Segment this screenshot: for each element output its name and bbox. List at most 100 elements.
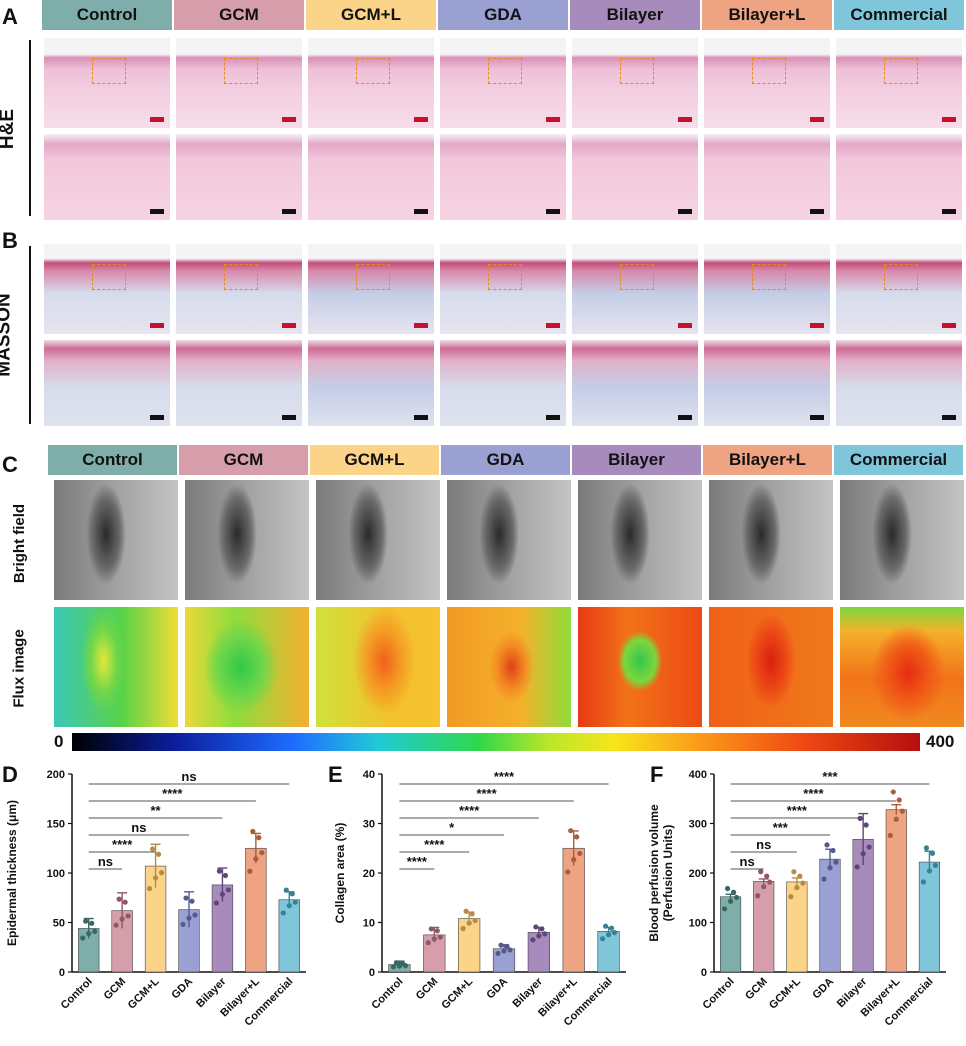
category-label: GDA xyxy=(484,976,510,1002)
y-tick-label: 30 xyxy=(363,819,375,831)
data-point xyxy=(824,842,830,848)
data-point xyxy=(431,936,437,942)
flux-image xyxy=(185,607,309,727)
he-zoomed-image xyxy=(44,134,170,220)
data-point xyxy=(425,940,431,946)
data-point xyxy=(758,869,764,875)
data-point xyxy=(192,912,198,918)
data-point xyxy=(565,869,571,875)
he-zoomed-image xyxy=(836,134,962,220)
data-point xyxy=(533,924,539,930)
bar xyxy=(918,861,941,973)
data-point xyxy=(899,808,905,814)
bright-field-image xyxy=(54,480,178,600)
data-point xyxy=(250,828,256,835)
panel-letter-d: D xyxy=(2,762,18,787)
significance-label: **** xyxy=(459,803,480,818)
data-point xyxy=(887,832,893,839)
zoom-region-box xyxy=(884,58,918,84)
bar xyxy=(819,858,841,973)
masson-zoomed-image xyxy=(44,340,170,426)
data-point xyxy=(860,851,866,857)
y-axis-label: (Perfusion Units) xyxy=(661,825,675,922)
data-point xyxy=(125,913,131,919)
flux-image xyxy=(447,607,571,727)
group-label-gcm: GCM xyxy=(174,0,306,30)
data-point xyxy=(216,868,223,874)
data-point xyxy=(89,920,95,926)
data-point xyxy=(794,885,800,891)
category-label: GDA xyxy=(810,976,836,1002)
data-point xyxy=(730,889,737,895)
data-point xyxy=(788,894,794,900)
y-tick-label: 100 xyxy=(689,918,707,930)
y-tick-label: 40 xyxy=(363,769,375,781)
scale-bar xyxy=(678,415,692,420)
category-label: GCM+L xyxy=(126,975,162,1011)
significance-label: **** xyxy=(112,837,133,852)
data-point xyxy=(504,943,510,949)
y-axis-label: Epidermal thickness (μm) xyxy=(5,800,19,946)
data-point xyxy=(727,898,734,904)
masson-zoomed-image xyxy=(176,340,302,426)
data-point xyxy=(495,950,501,957)
zoom-region-box xyxy=(488,58,522,84)
category-label: GCM xyxy=(102,976,129,1003)
data-point xyxy=(920,879,927,885)
data-point xyxy=(463,908,469,914)
chart-epidermal-thickness: 0 50 100 150 200 Epidermal thickness (μm) Cont… xyxy=(5,769,306,1029)
data-point xyxy=(605,932,612,938)
data-point xyxy=(929,850,936,856)
y-axis-label: Blood perfusion volume xyxy=(647,804,661,942)
bar xyxy=(245,847,267,973)
data-point xyxy=(146,885,153,892)
zoom-region-box xyxy=(884,264,918,290)
data-point xyxy=(574,834,580,840)
masson-zoomed-image xyxy=(836,340,962,426)
significance-label: * xyxy=(449,820,455,835)
flux-image xyxy=(578,607,702,727)
y-tick-label: 0 xyxy=(59,967,65,979)
data-point xyxy=(568,828,574,834)
scale-bar xyxy=(810,117,824,122)
data-point xyxy=(286,903,292,909)
data-point xyxy=(602,923,609,929)
data-point xyxy=(539,926,545,932)
data-point xyxy=(437,934,443,940)
flux-image xyxy=(709,607,833,727)
scale-bar xyxy=(942,415,956,420)
significance-label: ns xyxy=(740,854,755,869)
y-tick-label: 100 xyxy=(47,868,65,880)
bright-field-image xyxy=(316,480,440,600)
category-label: Control xyxy=(701,976,737,1012)
scale-bar xyxy=(546,117,560,122)
panel-letter-f: F xyxy=(650,762,664,787)
masson-zoomed-image xyxy=(704,340,830,426)
scale-bar xyxy=(678,209,692,214)
group-header-flux: Control GCM GCM+L GDA Bilayer Bilayer+L Commer… xyxy=(48,445,966,475)
he-overview-image xyxy=(44,38,170,128)
scale-bar xyxy=(678,323,692,328)
masson-overview-image xyxy=(44,244,170,334)
data-point xyxy=(821,876,827,882)
bright-field-image xyxy=(840,480,964,600)
data-point xyxy=(542,931,548,937)
y-tick-label: 300 xyxy=(689,819,707,831)
zoom-region-box xyxy=(92,58,126,84)
data-point xyxy=(923,845,930,851)
masson-overview-image xyxy=(704,244,830,334)
data-point xyxy=(149,846,156,852)
colorbar-min-label: 0 xyxy=(54,732,64,751)
group-label-gcm: GCM xyxy=(179,445,310,475)
data-point xyxy=(189,898,195,904)
scale-bar xyxy=(942,117,956,122)
masson-overview-image xyxy=(308,244,434,334)
chart-collagen-area: 0 10 20 30 40 Collagen area (%) Control GCMGCM+… xyxy=(333,769,626,1029)
masson-overview-image xyxy=(572,244,698,334)
data-point xyxy=(280,910,286,916)
scale-bar xyxy=(150,415,164,420)
zoom-region-box xyxy=(356,264,390,290)
scale-bar xyxy=(414,117,428,122)
category-label: Control xyxy=(369,976,405,1012)
data-point xyxy=(222,872,229,879)
